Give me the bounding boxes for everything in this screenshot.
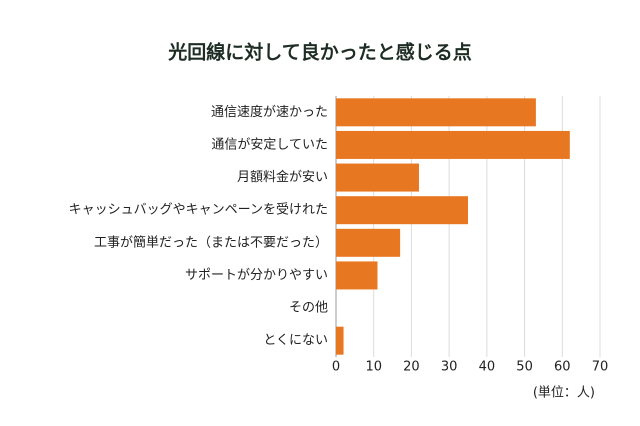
x-tick-label: 10 [365,360,382,375]
y-tick-label: 通信が安定していた [211,137,328,152]
y-tick-label: その他 [289,301,328,316]
bar [336,163,419,192]
x-tick-label: 70 [592,360,609,375]
bar [336,196,468,225]
y-tick-label: 月額料金が安い [237,169,328,185]
x-tick-label: 40 [479,360,496,375]
unit-label: (単位：人) [533,385,595,401]
bar [336,228,401,257]
chart-title: 光回線に対して良かったと感じる点 [167,41,471,64]
x-tick-label: 0 [332,360,340,375]
bar [336,261,378,290]
x-tick-label: 30 [441,360,458,375]
x-tick-label: 20 [403,360,420,375]
x-tick-label: 50 [516,360,533,375]
y-tick-label: 通信速度が速かった [211,104,328,120]
bar [336,98,536,127]
y-tick-label: とくにない [263,333,328,348]
bar [336,130,570,159]
y-tick-label: サポートが分かりやすい [185,268,328,283]
x-tick-label: 60 [554,360,571,375]
bar [336,326,344,355]
y-tick-label: キャッシュバッグやキャンペーンを受けれた [69,203,328,218]
y-tick-label: 工事が簡単だった（または不要だった） [94,234,328,250]
